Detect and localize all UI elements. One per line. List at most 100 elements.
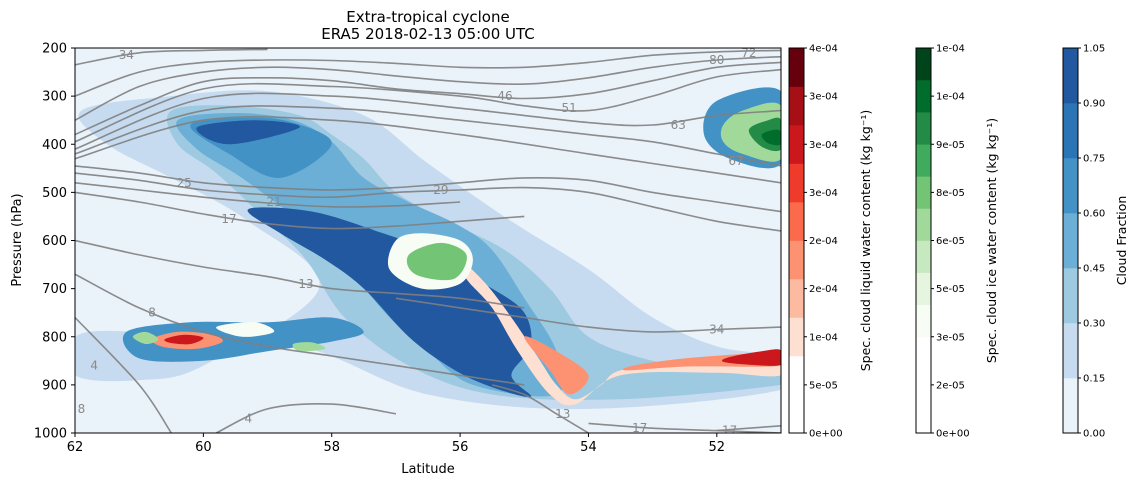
- colorbar-swatch: [789, 240, 804, 280]
- colorbar-cloud-fraction: 0.00 0.15 0.30 0.45 0.60 0.75 0.90 1.05 Cloud Fr…: [1062, 44, 1129, 440]
- colorbar-swatch: [1063, 213, 1078, 269]
- colorbar-tick-label: 3e-04: [809, 140, 838, 151]
- contour-line-9: [75, 172, 781, 232]
- colorbar-tick-label: 0.60: [1083, 209, 1105, 220]
- colorbar-frame: [1062, 47, 1079, 434]
- y-tick-label: 800: [42, 330, 67, 345]
- contour-line-17: [491, 384, 589, 433]
- colorbar-swatch: [916, 240, 931, 273]
- liquid-water-region-0: [459, 259, 781, 406]
- y-tick-label: 900: [42, 378, 67, 393]
- contour-line-5: [75, 92, 781, 150]
- contour-label-14: 4: [90, 359, 98, 373]
- colorbar-tick-label: 0.15: [1083, 374, 1105, 385]
- contour-line-18: [588, 422, 781, 433]
- colorbar-swatch: [1063, 323, 1078, 379]
- contour-label-9: 29: [433, 183, 448, 197]
- contour-line-1: [75, 49, 781, 97]
- x-tick-label: 52: [709, 440, 726, 455]
- colorbar-tick-label: 1e-04: [936, 44, 965, 55]
- colorbar-tick-label: 3e-04: [809, 188, 838, 199]
- liquid-water-region-5: [164, 334, 204, 345]
- colorbar-tick-label: 2e-04: [809, 284, 838, 295]
- contour-line-12: [75, 239, 525, 309]
- colorbar-tick-label: 0.45: [1083, 264, 1105, 275]
- contour-line-13: [75, 273, 525, 386]
- contour-label-12: 13: [298, 277, 313, 291]
- contour-label-19: 17: [722, 424, 737, 438]
- colorbar-swatch: [789, 163, 804, 203]
- y-tick-label: 500: [42, 186, 67, 201]
- colorbar-label: Spec. cloud liquid water content (kg kg⁻…: [858, 110, 873, 372]
- colorbar-tick-label: 2e-05: [936, 380, 965, 391]
- colorbar-liquid-water: 0e+00 5e-05 1e-04 2e-04 2e-04 3e-04 3e-04 3e-04…: [788, 44, 873, 440]
- contour-line-10: [75, 191, 525, 230]
- contour-line-6: [75, 105, 781, 167]
- colorbar-tick-label: 8e-05: [936, 188, 965, 199]
- colorbar-tick-label: 3e-05: [936, 332, 965, 343]
- contour-label-10: 17: [221, 212, 236, 226]
- colorbar-tick-label: 9e-05: [936, 140, 965, 151]
- contour-line-3: [75, 61, 781, 136]
- contour-label-18: 17: [632, 421, 647, 435]
- colorbar-swatch: [1063, 48, 1078, 104]
- colorbar-tick-label: 0.00: [1083, 429, 1105, 440]
- contour-label-11: 21: [266, 195, 281, 209]
- colorbar-swatch: [789, 125, 804, 164]
- ice-water-region-5: [216, 322, 275, 337]
- cloud-fraction-region-5: [247, 207, 532, 398]
- colorbar-swatch: [916, 48, 931, 81]
- colorbar-tick-label: 3e-04: [809, 92, 838, 103]
- colorbar-swatch: [789, 48, 804, 87]
- contour-line-14: [75, 316, 172, 433]
- colorbar-swatch: [916, 336, 931, 370]
- contour-line-8: [75, 165, 781, 213]
- contour-label-20: 8: [78, 402, 86, 416]
- ice-water-region-7: [292, 342, 326, 352]
- colorbar-swatch: [916, 112, 931, 145]
- contour-label-3: 46: [497, 89, 512, 103]
- y-tick-label: 1000: [34, 427, 67, 442]
- y-tick-label: 600: [42, 234, 67, 249]
- colorbar-swatch: [789, 202, 804, 241]
- colorbar-tick-label: 0e+00: [936, 429, 970, 440]
- colorbar-swatch: [789, 279, 804, 318]
- contour-label-13: 8: [148, 306, 156, 320]
- y-axis-label: Pressure (hPa): [10, 193, 25, 286]
- contour-line-7: [75, 115, 781, 184]
- colorbar-swatch: [789, 317, 804, 357]
- chart-subtitle: ERA5 2018-02-13 05:00 UTC: [321, 25, 535, 43]
- colorbar-tick-label: 0e+00: [809, 429, 843, 440]
- contour-label-4: 51: [562, 101, 577, 115]
- x-tick-label: 58: [323, 440, 340, 455]
- colorbar-tick-label: 6e-05: [936, 236, 965, 247]
- liquid-water-region-1: [524, 336, 589, 395]
- contour-line-4: [75, 68, 781, 143]
- colorbar-swatch: [789, 356, 804, 395]
- colorbar-tick-label: 5e-05: [936, 284, 965, 295]
- contour-label-16: 34: [709, 323, 724, 337]
- x-tick-label: 56: [452, 440, 469, 455]
- y-axis: 200 300 400 500 600 700 800 900 1000: [34, 42, 75, 442]
- contour-label-17: 13: [555, 407, 570, 421]
- x-tick-label: 54: [580, 440, 597, 455]
- contour-label-15: 4: [244, 412, 252, 426]
- colorbar-swatch: [1063, 378, 1078, 434]
- liquid-water-region-3: [721, 349, 781, 366]
- colorbar-swatch: [916, 304, 931, 338]
- colorbar-swatch: [1063, 268, 1078, 324]
- contour-line-11: [75, 182, 461, 208]
- colorbar-tick-label: 1e-04: [809, 332, 838, 343]
- colorbar-swatch: [789, 394, 804, 434]
- y-tick-label: 400: [42, 138, 67, 153]
- colorbar-tick-label: 0.30: [1083, 319, 1105, 330]
- contour-line-2: [75, 55, 781, 121]
- liquid-water-layer: [151, 259, 781, 406]
- colorbar-swatch: [916, 400, 931, 434]
- ice-water-region-4: [761, 129, 781, 146]
- contour-line-16: [395, 297, 781, 333]
- y-tick-label: 700: [42, 282, 67, 297]
